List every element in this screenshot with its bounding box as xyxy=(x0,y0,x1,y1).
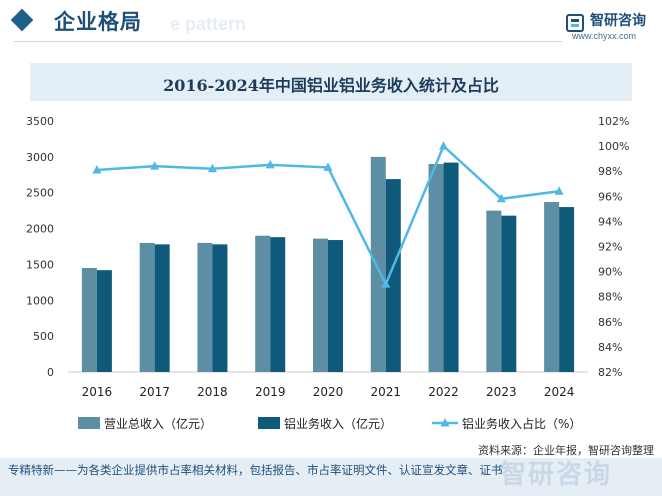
header-divider xyxy=(14,41,562,42)
x-tick-label: 2018 xyxy=(197,385,228,399)
right-tick-label: 98% xyxy=(598,165,622,178)
share-point xyxy=(496,193,506,203)
x-tick-label: 2017 xyxy=(139,385,170,399)
left-tick-label: 1000 xyxy=(26,294,54,307)
chart-title: 2016-2024年中国铝业铝业务收入统计及占比 xyxy=(163,76,499,95)
share-point xyxy=(381,279,391,288)
logo-url: www.chyxx.com xyxy=(572,31,637,41)
right-tick-label: 86% xyxy=(598,316,622,329)
x-tick-label: 2022 xyxy=(428,385,459,399)
left-tick-label: 0 xyxy=(47,366,54,379)
source-note: 资料来源：企业年报，智研咨询整理 xyxy=(478,444,654,457)
footer-watermark: 智研咨询 xyxy=(500,460,613,490)
legend-label-revenue-total: 营业总收入（亿元） xyxy=(104,416,212,431)
share-point xyxy=(554,186,564,195)
left-tick-label: 2000 xyxy=(26,223,54,236)
combo-chart: 0 500 1000 1500 2000 2500 3000 3500 82% 84% 86% 88%… xyxy=(26,115,629,431)
legend-swatch-aluminum-revenue xyxy=(258,417,280,429)
bar-aluminum-revenue xyxy=(154,244,170,372)
right-tick-label: 92% xyxy=(598,241,622,254)
bar-revenue-total xyxy=(544,202,560,372)
footer-text: 专精特新——为各类企业提供市占率相关材料，包括报告、市占率证明文件、认证宣发文章… xyxy=(8,463,503,477)
x-tick-label: 2024 xyxy=(544,385,575,399)
bar-revenue-total xyxy=(197,242,213,372)
share-point xyxy=(439,141,449,150)
x-tick-label: 2019 xyxy=(255,385,286,399)
legend-swatch-revenue-total xyxy=(78,417,100,429)
bar-revenue-total xyxy=(313,238,328,372)
right-tick-label: 94% xyxy=(598,215,622,228)
left-tick-label: 3000 xyxy=(26,151,54,164)
bar-aluminum-revenue xyxy=(443,162,459,372)
logo-icon xyxy=(566,14,584,32)
x-tick-label: 2016 xyxy=(82,385,113,399)
right-tick-label: 82% xyxy=(598,366,622,379)
left-tick-label: 2500 xyxy=(26,187,54,200)
right-tick-label: 100% xyxy=(598,140,629,153)
right-tick-label: 84% xyxy=(598,341,622,354)
legend-label-share: 铝业务收入占比（%） xyxy=(462,416,581,431)
share-point xyxy=(150,161,160,170)
bar-aluminum-revenue xyxy=(96,270,112,372)
bar-aluminum-revenue xyxy=(328,240,343,372)
bar-revenue-total xyxy=(255,235,271,372)
share-point xyxy=(207,163,217,173)
share-point xyxy=(92,164,102,174)
legend-marker-share xyxy=(440,418,450,427)
ghost-watermark-text: e pattern xyxy=(170,14,247,34)
legend-label-aluminum-revenue: 铝业务收入（亿元） xyxy=(284,416,392,431)
left-tick-label: 500 xyxy=(33,330,54,343)
right-tick-label: 90% xyxy=(598,266,622,279)
bar-revenue-total xyxy=(428,164,444,372)
page-header: 企业格局 e pattern 智研咨询 www.chyxx.com xyxy=(0,0,662,46)
bar-aluminum-revenue xyxy=(212,244,228,372)
section-title: 企业格局 xyxy=(54,10,142,34)
diamond-icon xyxy=(10,8,34,32)
bar-revenue-total xyxy=(486,210,502,372)
logo-name: 智研咨询 xyxy=(590,13,646,29)
right-tick-label: 96% xyxy=(598,190,622,203)
share-point xyxy=(265,159,275,169)
share-point xyxy=(323,162,333,171)
bar-revenue-total xyxy=(81,268,97,372)
x-tick-label: 2020 xyxy=(313,385,344,399)
bar-aluminum-revenue xyxy=(270,237,286,372)
chart-title-bar: 2016-2024年中国铝业铝业务收入统计及占比 xyxy=(30,63,632,101)
left-tick-label: 1500 xyxy=(26,258,54,271)
right-tick-label: 102% xyxy=(598,115,629,128)
bar-revenue-total xyxy=(139,242,155,372)
footer-banner: 智研咨询 专精特新——为各类企业提供市占率相关材料，包括报告、市占率证明文件、认… xyxy=(0,458,662,496)
bar-revenue-total xyxy=(370,156,386,372)
x-tick-label: 2021 xyxy=(371,385,402,399)
left-tick-label: 3500 xyxy=(26,115,54,128)
x-tick-label: 2023 xyxy=(486,385,517,399)
right-tick-label: 88% xyxy=(598,291,622,304)
bar-aluminum-revenue xyxy=(501,215,517,372)
bar-aluminum-revenue xyxy=(385,179,401,372)
bar-aluminum-revenue xyxy=(559,207,575,372)
